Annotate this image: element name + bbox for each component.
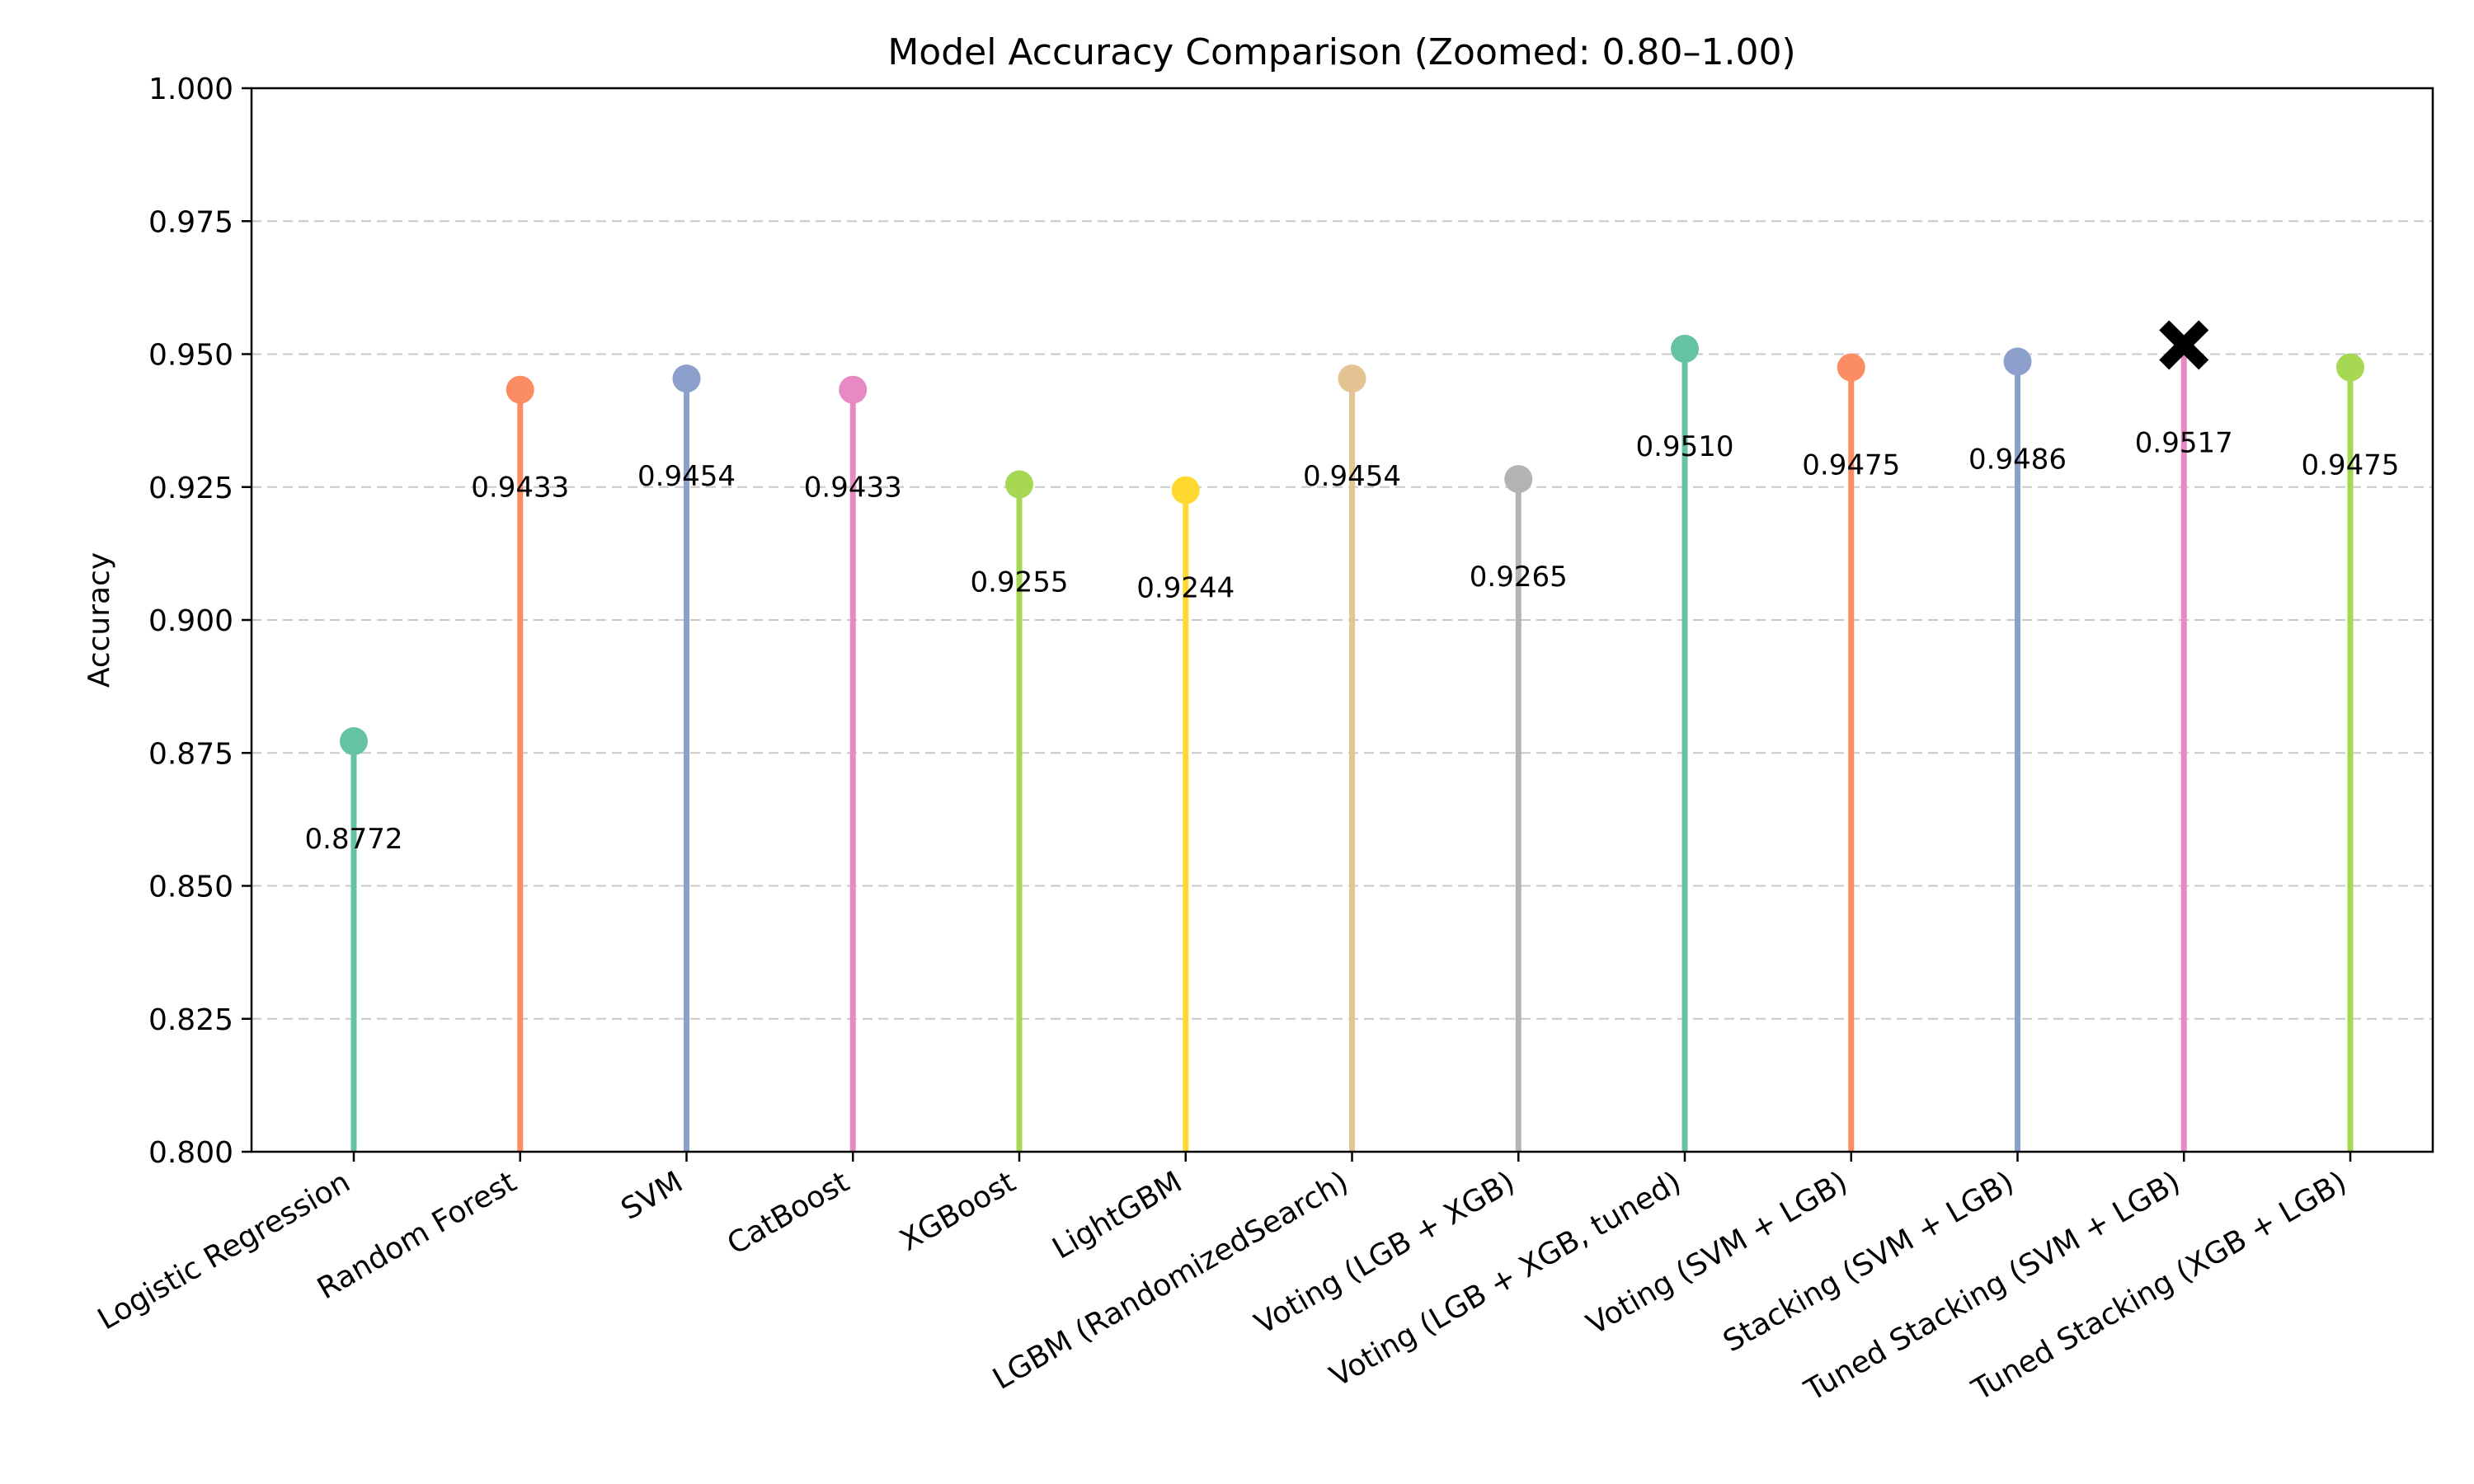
value-label: 0.9433 bbox=[471, 472, 569, 505]
point-marker bbox=[1171, 476, 1200, 505]
value-label: 0.9517 bbox=[2135, 427, 2233, 460]
y-tick-label: 0.900 bbox=[148, 604, 233, 638]
point-marker bbox=[672, 364, 701, 393]
value-label: 0.9255 bbox=[971, 566, 1069, 599]
point-marker bbox=[1837, 353, 1865, 382]
point-marker bbox=[1005, 470, 1033, 499]
value-label: 0.9454 bbox=[1303, 460, 1401, 493]
y-axis-label: Accuracy bbox=[82, 552, 116, 688]
stems bbox=[350, 345, 2354, 1152]
point-marker bbox=[839, 375, 868, 404]
point-marker bbox=[2003, 347, 2032, 376]
y-tick-label: 0.950 bbox=[148, 339, 233, 373]
y-tick-label: 0.850 bbox=[148, 871, 233, 904]
point-marker bbox=[340, 727, 368, 756]
gridlines bbox=[252, 220, 2433, 1020]
point-marker bbox=[1504, 465, 1533, 494]
markers bbox=[340, 320, 2364, 756]
y-tick-label: 0.975 bbox=[148, 205, 233, 239]
value-labels: 0.8772 0.9433 0.9454 0.9433 0.9255 0.9244 0.94… bbox=[305, 427, 2400, 857]
value-label: 0.9486 bbox=[1968, 444, 2067, 477]
point-marker bbox=[2336, 353, 2364, 382]
point-marker bbox=[1338, 364, 1366, 393]
y-axis-ticks: 0.800 0.825 0.850 0.875 0.900 0.925 0.950 0.975… bbox=[148, 73, 252, 1170]
value-label: 0.9433 bbox=[804, 472, 902, 505]
value-label: 0.9454 bbox=[637, 460, 736, 493]
point-marker bbox=[1671, 335, 1699, 364]
value-label: 0.9475 bbox=[2302, 449, 2400, 482]
value-label: 0.9510 bbox=[1636, 430, 1734, 463]
best-model-x-marker bbox=[2159, 320, 2209, 370]
value-label: 0.9265 bbox=[1470, 561, 1568, 594]
y-tick-label: 0.800 bbox=[148, 1136, 233, 1170]
y-tick-label: 1.000 bbox=[148, 73, 233, 106]
chart-title: Model Accuracy Comparison (Zoomed: 0.80–… bbox=[887, 31, 1795, 73]
value-label: 0.8772 bbox=[305, 823, 403, 856]
point-marker bbox=[506, 375, 534, 404]
y-tick-label: 0.925 bbox=[148, 472, 233, 505]
y-tick-label: 0.875 bbox=[148, 737, 233, 771]
value-label: 0.9475 bbox=[1802, 449, 1900, 482]
value-label: 0.9244 bbox=[1136, 572, 1235, 605]
y-tick-label: 0.825 bbox=[148, 1003, 233, 1037]
